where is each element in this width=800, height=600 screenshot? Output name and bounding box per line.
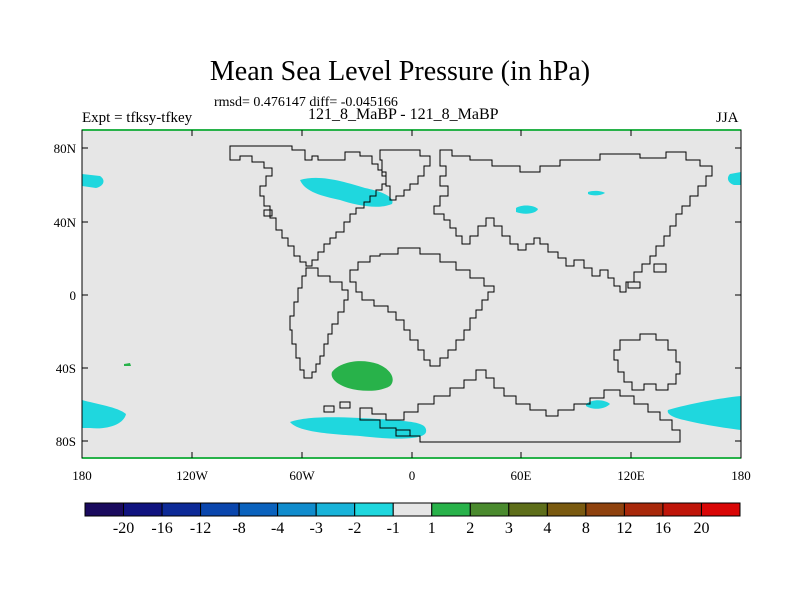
colorbar-swatch (315, 502, 356, 517)
lat-tick-label: 40S (56, 361, 76, 376)
colorbar-label: -4 (271, 520, 284, 537)
anomaly-southern-ocean-left-negative (82, 400, 126, 429)
colorbar-label: -20 (113, 520, 134, 537)
island-southwest (323, 405, 335, 413)
lon-tick-label: 180 (731, 468, 751, 483)
greenland (379, 149, 431, 201)
colorbar-label: -2 (348, 520, 361, 537)
lat-tick-label: 0 (70, 288, 77, 303)
colorbar-label: -8 (232, 520, 245, 537)
colorbar: -20 -16 -12 -8 -4 -3 -2 -1 1 2 3 4 8 12 16 20 (84, 502, 741, 537)
colorbar-swatch (623, 502, 664, 517)
rmsd-diff-stats: rmsd= 0.476147 diff= -0.045166 (214, 95, 398, 110)
lon-tick-label: 60W (289, 468, 315, 483)
colorbar-swatch (200, 502, 240, 517)
lon-tick-label: 180 (72, 468, 92, 483)
colorbar-swatch (392, 502, 433, 517)
colorbar-label: 20 (693, 520, 709, 537)
colorbar-swatch (238, 502, 279, 517)
coastline-layer (229, 145, 713, 443)
experiment-label: 121_8_MaBP - 121_8_MaBP (308, 106, 499, 123)
anomaly-siberia-negative (588, 190, 605, 196)
plot-title: Mean Sea Level Pressure (in hPa) (209, 56, 591, 87)
africa-arabia (349, 247, 495, 367)
anomaly-southern-ocean-mid-negative (586, 400, 610, 409)
colorbar-swatch (354, 502, 394, 517)
island-southern-ocean (395, 429, 411, 437)
colorbar-label: -3 (310, 520, 323, 537)
colorbar-swatch (508, 502, 548, 517)
island-greenland-north (263, 209, 273, 217)
lon-tick-label: 60E (511, 468, 532, 483)
anomaly-south-atlantic-positive (331, 361, 393, 391)
lat-tick-label: 40N (54, 215, 77, 230)
colorbar-label: -12 (190, 520, 211, 537)
continent-australia (613, 333, 681, 391)
colorbar-swatch (546, 502, 587, 517)
island-mid-atlantic (339, 401, 351, 409)
lat-tick-label: 80S (56, 434, 76, 449)
lon-tick-label: 0 (409, 468, 416, 483)
continent-north-america (229, 145, 387, 267)
anomaly-asia-negative (516, 205, 538, 214)
anomaly-north-pacific-west-negative (82, 174, 104, 188)
colorbar-swatch (585, 502, 625, 517)
anomaly-southern-ocean-right-negative (667, 396, 741, 430)
anomaly-southern-ocean-center-negative (290, 417, 427, 439)
colorbar-label: 12 (616, 520, 632, 537)
island-asia-1 (653, 263, 667, 273)
lon-tick-label: 120W (176, 468, 209, 483)
colorbar-label: 4 (543, 520, 551, 537)
colorbar-label: 8 (582, 520, 590, 537)
longitude-axis: 180 120W 60W 0 60E 120E 180 (72, 130, 751, 483)
map-background (82, 130, 741, 458)
colorbar-swatch (161, 502, 202, 517)
anomaly-south-pacific-dot-positive (124, 363, 131, 366)
experiment-id: Expt = tfksy-tfkey (82, 110, 193, 126)
colorbar-swatch (123, 502, 163, 517)
colorbar-swatch (662, 502, 702, 517)
colorbar-label: -16 (151, 520, 172, 537)
colorbar-swatch (84, 502, 125, 517)
colorbar-label: 1 (428, 520, 436, 537)
anomaly-north-pacific-east-negative (727, 172, 741, 185)
continent-south-america (289, 267, 349, 379)
anomaly-layer (82, 172, 741, 439)
anomaly-north-atlantic-negative (300, 177, 393, 207)
colorbar-swatch (469, 502, 510, 517)
colorbar-label: -1 (387, 520, 400, 537)
continent-eurasia (433, 149, 713, 293)
colorbar-swatch (700, 502, 741, 517)
colorbar-swatch (431, 502, 471, 517)
lat-tick-label: 80N (54, 141, 77, 156)
colorbar-swatch (277, 502, 317, 517)
lon-tick-label: 120E (617, 468, 645, 483)
colorbar-label: 16 (655, 520, 671, 537)
colorbar-label: 2 (466, 520, 474, 537)
continent-antarctica-coast (359, 369, 681, 443)
season-label: JJA (716, 110, 739, 126)
latitude-axis: 80N 40N 0 40S 80S (54, 141, 741, 449)
island-asia-2 (627, 281, 641, 289)
colorbar-label: 3 (505, 520, 513, 537)
